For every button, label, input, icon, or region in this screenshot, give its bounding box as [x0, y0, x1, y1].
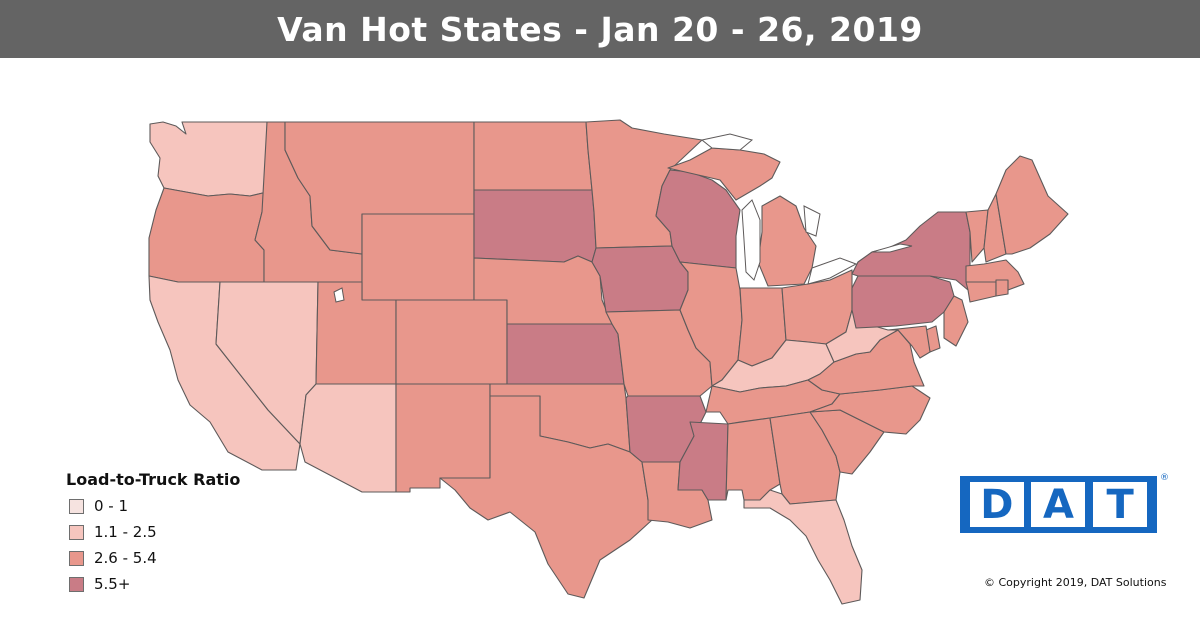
page-title: Van Hot States - Jan 20 - 26, 2019 — [277, 9, 923, 49]
logo-letter: D — [969, 482, 1024, 528]
state-sd — [473, 189, 597, 263]
legend-item: 0 - 1 — [66, 493, 240, 519]
lakes-layer — [333, 133, 913, 303]
lake — [803, 205, 821, 237]
state-co — [395, 299, 508, 385]
state-ct — [965, 281, 997, 303]
lake — [871, 243, 913, 253]
state-wi — [655, 169, 741, 269]
legend: Load-to-Truck Ratio 0 - 1 1.1 - 2.5 2.6 … — [66, 470, 240, 597]
legend-title: Load-to-Truck Ratio — [66, 470, 241, 489]
state-pa — [851, 275, 955, 329]
lake — [741, 199, 761, 281]
state-az — [299, 383, 397, 493]
logo-letter: T — [1093, 482, 1148, 528]
state-or — [148, 187, 268, 283]
state-me — [995, 155, 1069, 255]
title-bar: Van Hot States - Jan 20 - 26, 2019 — [0, 0, 1200, 58]
state-nj — [943, 295, 969, 347]
state-vt — [965, 209, 989, 263]
legend-swatch — [69, 498, 84, 514]
state-nh — [983, 193, 1007, 263]
dat-logo: D A T — [960, 476, 1157, 533]
state-nd — [473, 121, 593, 191]
lake — [333, 287, 345, 303]
logo-letter: A — [1031, 482, 1086, 528]
state-wy — [361, 213, 475, 301]
legend-label: 0 - 1 — [94, 497, 129, 515]
states-layer — [148, 119, 1069, 605]
legend-label: 1.1 - 2.5 — [94, 523, 157, 541]
legend-label: 5.5+ — [94, 575, 131, 593]
legend-item: 5.5+ — [66, 571, 240, 597]
legend-item: 2.6 - 5.4 — [66, 545, 240, 571]
legend-swatch — [69, 524, 84, 540]
legend-item: 1.1 - 2.5 — [66, 519, 240, 545]
legend-swatch — [69, 576, 84, 592]
registered-mark: ® — [1160, 473, 1169, 483]
legend-swatch — [69, 550, 84, 566]
state-ne — [473, 255, 613, 325]
state-ri — [995, 279, 1009, 297]
state-md — [887, 325, 931, 359]
state-ks — [506, 323, 625, 385]
legend-label: 2.6 - 5.4 — [94, 549, 157, 567]
state-ia — [591, 245, 689, 313]
state-fl — [743, 489, 863, 605]
lake — [807, 257, 858, 285]
state-nm — [395, 383, 491, 493]
lake — [700, 133, 754, 151]
state-nc — [809, 385, 931, 435]
state-wa — [149, 121, 268, 197]
copyright-text: © Copyright 2019, DAT Solutions — [984, 576, 1167, 589]
